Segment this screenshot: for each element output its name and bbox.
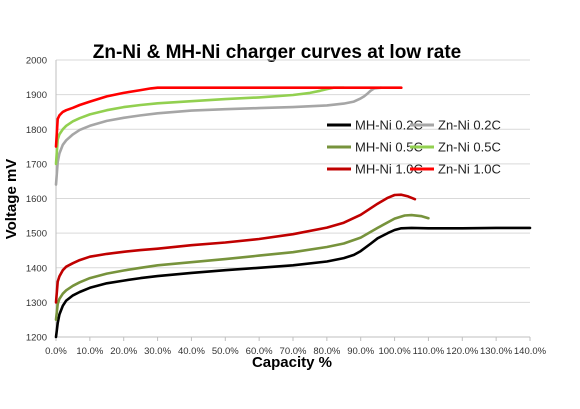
x-tick-label: 60.0%	[246, 346, 273, 357]
x-tick-label: 80.0%	[313, 346, 340, 357]
legend-label: MH-Ni 0.2C	[355, 118, 423, 133]
x-tick-label: 90.0%	[347, 346, 374, 357]
x-tick-label: 30.0%	[144, 346, 171, 357]
series-line-mh-ni-0-5c	[54, 213, 430, 322]
legend-item: MH-Ni 0.5C	[327, 140, 423, 155]
y-tick-label: 1700	[26, 159, 47, 170]
legend-label: Zn-Ni 0.5C	[438, 140, 501, 155]
series-line-zn-ni-0-5c	[54, 86, 346, 166]
legend: MH-Ni 0.2C Zn-Ni 0.2C MH-Ni 0.5C Zn-Ni 0.5C…	[327, 118, 501, 177]
x-tick-label: 100.0%	[378, 346, 411, 357]
series-line-mh-ni-1-0c	[54, 193, 417, 304]
legend-item: Zn-Ni 1.0C	[410, 162, 501, 177]
y-tick-label: 1400	[26, 263, 47, 274]
series-lines	[54, 86, 532, 339]
y-tick-label: 1900	[26, 90, 47, 101]
series-line-mh-ni-0-2c	[54, 226, 532, 339]
x-tick-label: 10.0%	[76, 346, 103, 357]
x-tick-label: 50.0%	[212, 346, 239, 357]
legend-item: MH-Ni 0.2C	[327, 118, 423, 133]
y-tick-labels: 1200 1300 1400 1500 1600 1700 1800 1900 2000	[26, 56, 47, 344]
y-tick-label: 2000	[26, 56, 47, 67]
axes	[55, 60, 531, 341]
x-tick-label: 20.0%	[110, 346, 137, 357]
legend-item: MH-Ni 1.0C	[327, 162, 423, 177]
x-tick-label: 0.0%	[45, 346, 67, 357]
legend-label: Zn-Ni 1.0C	[438, 162, 501, 177]
y-tick-label: 1300	[26, 298, 47, 309]
x-tick-labels: 0.0% 10.0% 20.0% 30.0% 40.0% 50.0% 60.0% 70.0% 8…	[45, 346, 546, 357]
x-tick-label: 140.0%	[514, 346, 547, 357]
x-tick-label: 40.0%	[178, 346, 205, 357]
legend-label: MH-Ni 0.5C	[355, 140, 423, 155]
y-tick-label: 1800	[26, 125, 47, 136]
legend-label: MH-Ni 1.0C	[355, 162, 423, 177]
x-tick-label: 130.0%	[480, 346, 513, 357]
y-tick-label: 1500	[26, 229, 47, 240]
chart-title: Zn-Ni & MH-Ni charger curves at low rate	[93, 42, 461, 63]
x-tick-label: 120.0%	[446, 346, 479, 357]
y-axis-title: Voltage mV	[3, 159, 20, 240]
series-line-zn-ni-0-2c	[54, 86, 383, 186]
legend-label: Zn-Ni 0.2C	[438, 118, 501, 133]
legend-item: Zn-Ni 0.5C	[410, 140, 501, 155]
y-tick-label: 1600	[26, 194, 47, 205]
legend-item: Zn-Ni 0.2C	[410, 118, 501, 133]
x-tick-label: 70.0%	[280, 346, 307, 357]
x-axis-title: Capacity %	[252, 354, 332, 371]
x-tick-label: 110.0%	[413, 346, 445, 357]
y-tick-label: 1200	[26, 333, 47, 344]
series-line-zn-ni-1-0c	[54, 86, 403, 148]
